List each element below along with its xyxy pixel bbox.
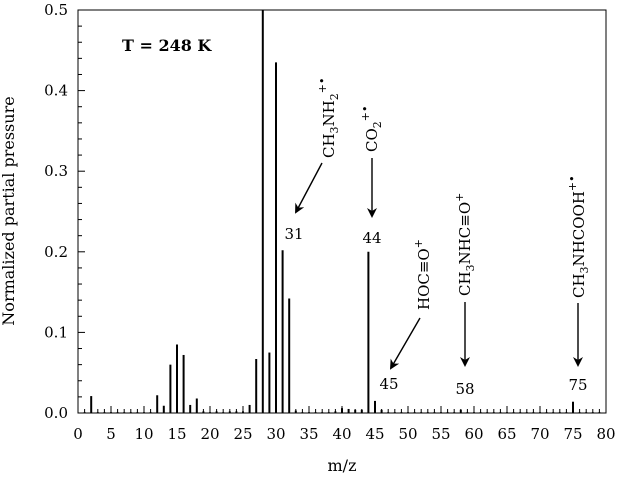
bars-group: [83, 10, 601, 413]
x-tick-label-75: 75: [563, 425, 582, 443]
x-tick-label-60: 60: [464, 425, 483, 443]
arrow-31: [295, 162, 323, 214]
ion-label-ch3nhco: CH3NHC≡O+: [453, 193, 477, 296]
y-tick-label-0.0: 0.0: [44, 404, 68, 422]
annotation-58: CH3NHC≡O+ 58: [453, 193, 477, 398]
x-tick-label-40: 40: [332, 425, 351, 443]
x-tick-label-45: 45: [365, 425, 384, 443]
temperature-label: T = 248 K: [122, 36, 212, 55]
y-tick-label-0.4: 0.4: [44, 82, 68, 100]
mz-label-58: 58: [455, 380, 474, 398]
ion-label-ch3nhcooh: CH3NHCOOH+•: [566, 175, 591, 298]
annotation-31: CH3NH2+• 31: [284, 78, 341, 244]
x-tick-label-25: 25: [233, 425, 252, 443]
ion-label-ch3nh2: CH3NH2+•: [316, 78, 341, 159]
y-tick-label-0.1: 0.1: [44, 323, 68, 341]
y-axis: 0.0 0.1 0.2 0.3 0.4 0.5: [44, 1, 85, 422]
x-axis: 0 5 10 15 20 25 30 35 40 45 50 55 60 65 70 75 80: [73, 406, 616, 443]
x-tick-label-80: 80: [596, 425, 615, 443]
mz-label-31: 31: [284, 225, 303, 243]
x-tick-label-65: 65: [497, 425, 516, 443]
y-tick-label-0.5: 0.5: [44, 1, 68, 19]
annotation-75: CH3NHCOOH+• 75: [566, 175, 591, 394]
x-tick-label-55: 55: [431, 425, 450, 443]
x-tick-label-10: 10: [134, 425, 153, 443]
y-tick-label-0.2: 0.2: [44, 243, 68, 261]
x-tick-label-70: 70: [530, 425, 549, 443]
x-tick-label-20: 20: [200, 425, 219, 443]
x-axis-title: m/z: [328, 456, 357, 475]
x-tick-label-30: 30: [266, 425, 285, 443]
x-tick-label-50: 50: [398, 425, 417, 443]
mz-label-45: 45: [379, 375, 398, 393]
ion-label-hoco: HOC≡O+: [412, 239, 433, 310]
annotation-45: HOC≡O+ 45: [379, 239, 433, 393]
x-tick-label-35: 35: [299, 425, 318, 443]
x-tick-label-5: 5: [106, 425, 116, 443]
ion-label-co2: CO2+•: [359, 106, 384, 153]
mz-label-44: 44: [362, 229, 381, 247]
y-tick-label-0.3: 0.3: [44, 162, 68, 180]
x-tick-label-0: 0: [73, 425, 83, 443]
plot-frame: [77, 9, 607, 414]
annotation-44: CO2+• 44: [359, 106, 384, 248]
y-axis-title: Normalized partial pressure: [0, 96, 18, 325]
x-tick-label-15: 15: [167, 425, 186, 443]
arrow-45: [389, 317, 421, 370]
mz-label-75: 75: [568, 376, 587, 394]
